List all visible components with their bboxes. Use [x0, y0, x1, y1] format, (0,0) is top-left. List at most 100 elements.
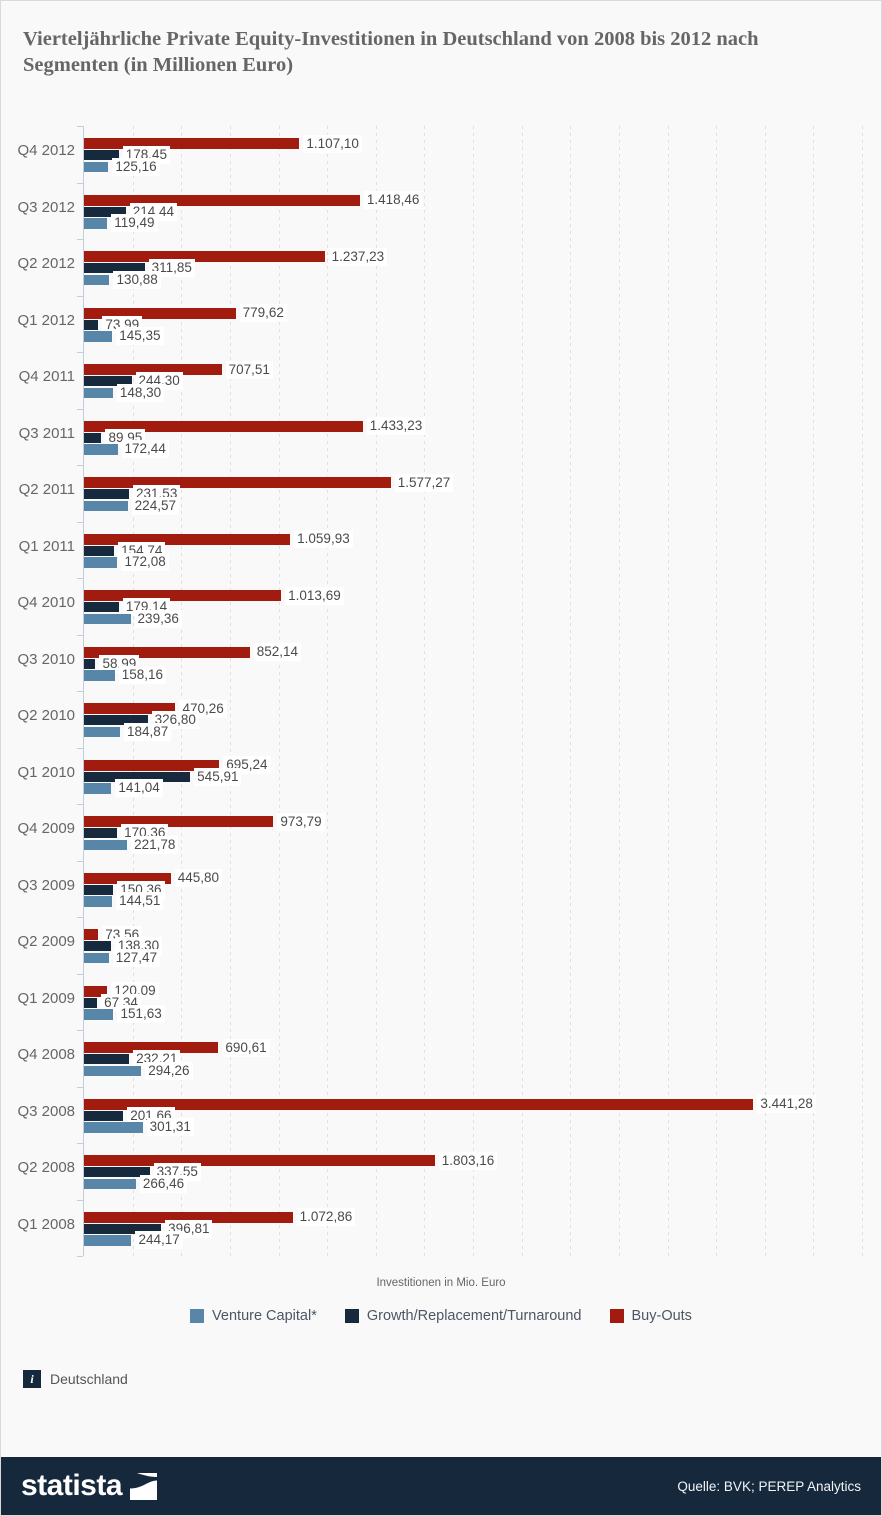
bar-buy-outs	[84, 703, 176, 714]
legend-label: Venture Capital*	[212, 1308, 317, 1324]
value-label-venture-capital: 184,87	[123, 722, 172, 741]
bar-growth-replacement-turnaround	[84, 997, 98, 1008]
bar-buy-outs	[84, 307, 236, 319]
category-label: Q2 2012	[17, 255, 75, 272]
value-label-venture-capital: 266,46	[139, 1174, 188, 1193]
value-label-venture-capital: 221,78	[131, 835, 179, 854]
value-label-venture-capital: 244,17	[135, 1231, 183, 1250]
value-label-venture-capital: 125,16	[112, 157, 160, 176]
value-label-venture-capital: 151,63	[117, 1005, 165, 1024]
region-note: i Deutschland	[23, 1370, 128, 1388]
y-axis-tick	[77, 860, 83, 862]
region-note-label: Deutschland	[50, 1371, 128, 1387]
legend-swatch-growth-replacement-turnaround	[344, 1309, 359, 1323]
value-label-buy-outs: 1.433,23	[366, 417, 426, 435]
x-gridline	[667, 126, 669, 1256]
bar-buy-outs	[84, 138, 300, 149]
y-axis-tick	[77, 1199, 83, 1201]
chart-row: Q4 2010 1.013,69 179,14 239,36	[1, 578, 881, 635]
brand: statista	[21, 1469, 158, 1503]
value-label-buy-outs: 1.577,27	[394, 473, 454, 492]
x-gridline	[375, 126, 377, 1256]
bar-buy-outs	[84, 985, 108, 997]
bar-venture-capital	[84, 444, 118, 455]
value-label-venture-capital: 224,57	[131, 496, 179, 515]
bar-growth-replacement-turnaround	[84, 602, 119, 612]
chart-row: Q1 2011 1.059,93 154,74 172,08	[1, 522, 881, 579]
category-label: Q3 2012	[17, 198, 75, 216]
plot-area: Q4 2012 1.107,10 178,45 125,16 Q3 2012 1.418,…	[1, 126, 881, 1257]
bar-buy-outs	[84, 1211, 293, 1223]
category-label: Q1 2008	[17, 1215, 75, 1233]
category-label: Q3 2009	[17, 876, 75, 894]
value-label-buy-outs: 707,51	[225, 360, 273, 379]
y-axis-tick	[77, 917, 83, 918]
bar-growth-replacement-turnaround	[84, 715, 148, 725]
y-axis-tick	[77, 182, 83, 184]
legend-item-growth-replacement-turnaround: Growth/Replacement/Turnaround	[344, 1308, 582, 1324]
legend: Venture Capital* Growth/Replacement/Turn…	[1, 1308, 881, 1324]
chart-row: Q1 2012 779,62 73,99 145,35	[1, 296, 881, 353]
bar-venture-capital	[84, 613, 131, 624]
bar-venture-capital	[84, 839, 128, 850]
category-label: Q4 2012	[17, 142, 75, 159]
footer-bar: statista Quelle: BVK; PEREP Analytics	[1, 1457, 881, 1515]
x-gridline	[424, 126, 426, 1256]
category-label: Q2 2011	[18, 481, 75, 498]
bar-buy-outs	[84, 364, 222, 375]
y-axis-tick	[77, 1143, 83, 1144]
value-label-buy-outs: 445,80	[174, 869, 222, 887]
statista-wordmark: statista	[21, 1469, 123, 1502]
category-label: Q2 2009	[17, 933, 75, 950]
bar-growth-replacement-turnaround	[84, 150, 119, 160]
y-axis-tick	[77, 521, 83, 523]
y-axis-tick	[77, 973, 83, 975]
x-gridline	[862, 126, 863, 1256]
y-axis-tick	[77, 408, 83, 410]
chart-title: Vierteljährliche Private Equity-Investit…	[23, 28, 759, 76]
bar-growth-replacement-turnaround	[84, 1110, 124, 1121]
bar-buy-outs	[84, 251, 325, 262]
chart-row: Q2 2008 1.803,16 337,55 266,46	[1, 1143, 881, 1200]
bar-buy-outs	[84, 477, 391, 488]
category-label: Q1 2009	[17, 989, 75, 1007]
y-axis-tick	[77, 578, 83, 579]
value-label-venture-capital: 148,30	[116, 383, 165, 402]
x-gridline	[278, 126, 280, 1256]
value-label-venture-capital: 158,16	[118, 666, 167, 685]
bar-venture-capital	[84, 726, 120, 737]
legend-label: Buy-Outs	[631, 1308, 692, 1324]
bar-growth-replacement-turnaround	[84, 884, 114, 895]
bar-venture-capital	[84, 218, 108, 229]
x-gridline	[570, 126, 572, 1256]
bar-venture-capital	[84, 274, 110, 285]
bar-venture-capital	[84, 896, 113, 907]
bar-buy-outs	[84, 872, 171, 884]
value-label-growth-replacement-turnaround: 545,91	[194, 767, 242, 786]
bar-growth-replacement-turnaround	[84, 263, 145, 273]
bar-buy-outs	[84, 1155, 435, 1166]
bar-growth-replacement-turnaround	[84, 432, 102, 443]
value-label-venture-capital: 294,26	[145, 1061, 193, 1080]
legend-swatch-venture-capital	[190, 1309, 205, 1323]
category-label: Q2 2010	[17, 707, 75, 724]
value-label-buy-outs: 1.072,86	[296, 1208, 356, 1226]
x-gridline	[813, 126, 815, 1256]
legend-swatch-buy-outs	[609, 1309, 624, 1323]
bar-venture-capital	[84, 1235, 132, 1246]
bar-growth-replacement-turnaround	[84, 1223, 162, 1234]
x-axis-label: Investitionen in Mio. Euro	[376, 1277, 506, 1289]
y-axis-tick	[77, 1256, 83, 1257]
bar-growth-replacement-turnaround	[84, 658, 96, 669]
bar-venture-capital	[84, 161, 109, 172]
statista-logo-icon	[130, 1472, 158, 1500]
legend-label: Growth/Replacement/Turnaround	[366, 1308, 582, 1324]
y-axis-tick	[77, 352, 83, 353]
value-label-venture-capital: 130,88	[113, 270, 161, 289]
y-axis-tick	[77, 1030, 83, 1031]
bar-venture-capital	[84, 1178, 136, 1189]
value-label-venture-capital: 127,47	[112, 948, 161, 967]
value-label-buy-outs: 852,14	[253, 643, 302, 661]
category-label: Q4 2010	[17, 594, 75, 611]
